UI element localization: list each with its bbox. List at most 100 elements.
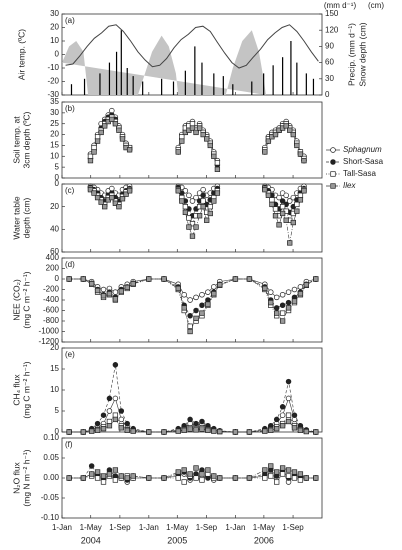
data-point xyxy=(123,191,129,197)
data-point xyxy=(274,479,280,485)
data-point xyxy=(291,412,298,418)
data-point xyxy=(193,294,199,301)
data-point xyxy=(200,131,206,138)
data-point xyxy=(283,123,289,129)
data-point xyxy=(291,425,298,431)
y-tick-label: -30 xyxy=(47,90,59,99)
data-point xyxy=(268,463,274,469)
data-point xyxy=(124,475,130,481)
y2-tick-label: 120 xyxy=(325,25,339,34)
data-point xyxy=(119,196,126,202)
data-point xyxy=(146,276,152,282)
precip-bar xyxy=(251,81,253,95)
precip-bar xyxy=(263,73,265,95)
y-axis-label: (mg C m⁻² h⁻¹) xyxy=(21,361,31,418)
y-tick-label: 10 xyxy=(50,151,59,160)
precip-bar xyxy=(83,78,86,95)
data-point xyxy=(116,127,122,133)
data-point xyxy=(94,427,101,433)
data-point xyxy=(189,121,196,127)
data-point xyxy=(262,187,268,193)
data-point xyxy=(89,471,95,477)
data-point xyxy=(199,310,205,316)
data-point xyxy=(294,208,300,214)
data-point xyxy=(193,465,199,471)
data-point xyxy=(297,471,304,477)
data-point xyxy=(182,204,189,210)
data-point xyxy=(193,315,199,322)
data-point xyxy=(262,149,268,155)
data-point xyxy=(274,425,280,432)
data-point xyxy=(279,423,286,429)
data-point xyxy=(286,198,293,204)
data-point xyxy=(279,404,286,410)
series-line xyxy=(69,278,316,327)
data-point xyxy=(66,475,72,481)
data-point xyxy=(161,429,167,435)
data-point xyxy=(291,298,298,304)
y-axis-label: N₂O flux xyxy=(11,461,21,493)
y-axis-label: 3cm depth (ºC) xyxy=(21,111,31,168)
legend-label: Tall-Sasa xyxy=(343,169,376,178)
y-tick-label: 20 xyxy=(50,130,59,139)
data-point xyxy=(189,221,196,227)
data-point xyxy=(207,142,213,149)
data-point xyxy=(294,201,300,208)
year-label: 2004 xyxy=(81,535,101,545)
precip-bar xyxy=(222,76,224,95)
data-point xyxy=(94,194,101,201)
data-point xyxy=(262,475,268,481)
data-point xyxy=(272,206,279,212)
y-tick-label: -600 xyxy=(43,306,60,315)
precip-bar xyxy=(213,73,215,95)
data-point xyxy=(187,328,193,335)
data-point xyxy=(269,201,275,208)
y2-tick-label: 0 xyxy=(325,90,330,99)
y-tick-label: 0 xyxy=(55,427,60,436)
data-point xyxy=(272,131,279,138)
data-point xyxy=(297,197,304,203)
data-point xyxy=(126,147,133,153)
x-tick-label: 1-Jan xyxy=(139,523,159,532)
y-tick-label: 400 xyxy=(46,253,60,262)
precip-bar xyxy=(272,65,274,95)
precip-bar xyxy=(126,68,128,95)
precip-bar xyxy=(99,73,101,95)
data-point xyxy=(303,282,309,288)
y-tick-label: 20 xyxy=(50,202,59,211)
data-point xyxy=(199,477,205,483)
data-point xyxy=(273,305,280,311)
data-point xyxy=(187,426,193,432)
panel-label: (b) xyxy=(65,104,75,113)
data-point xyxy=(130,281,136,287)
data-point xyxy=(232,475,239,481)
y-tick-label: 20 xyxy=(50,343,59,352)
data-point xyxy=(87,157,94,164)
data-point xyxy=(175,149,181,155)
data-point xyxy=(279,302,286,309)
data-point xyxy=(130,473,136,479)
data-point xyxy=(175,428,181,434)
data-point xyxy=(200,192,206,199)
precip-bar xyxy=(142,81,144,95)
data-point xyxy=(285,473,292,479)
data-point xyxy=(112,121,119,127)
precip-bar xyxy=(290,41,292,95)
data-point xyxy=(87,153,94,159)
data-point xyxy=(100,293,107,299)
data-point xyxy=(118,288,124,294)
data-point xyxy=(189,198,196,204)
data-point xyxy=(200,198,206,204)
data-point xyxy=(265,192,272,198)
data-point xyxy=(98,199,104,205)
data-point xyxy=(94,287,101,294)
panel-label: (f) xyxy=(65,440,73,449)
data-point xyxy=(297,427,304,433)
data-point xyxy=(265,138,272,144)
data-point xyxy=(200,204,206,210)
data-point xyxy=(179,134,185,140)
y-tick-label: 25 xyxy=(50,119,59,128)
data-point xyxy=(268,473,274,479)
data-point xyxy=(179,198,185,204)
data-point xyxy=(291,286,298,293)
